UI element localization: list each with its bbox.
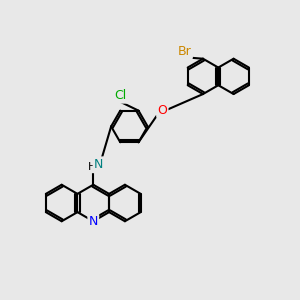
Text: N: N <box>88 215 98 228</box>
Text: N: N <box>94 158 103 171</box>
Text: Cl: Cl <box>114 89 126 102</box>
Text: H: H <box>88 162 96 172</box>
Text: O: O <box>158 104 167 117</box>
Text: Br: Br <box>178 45 192 58</box>
